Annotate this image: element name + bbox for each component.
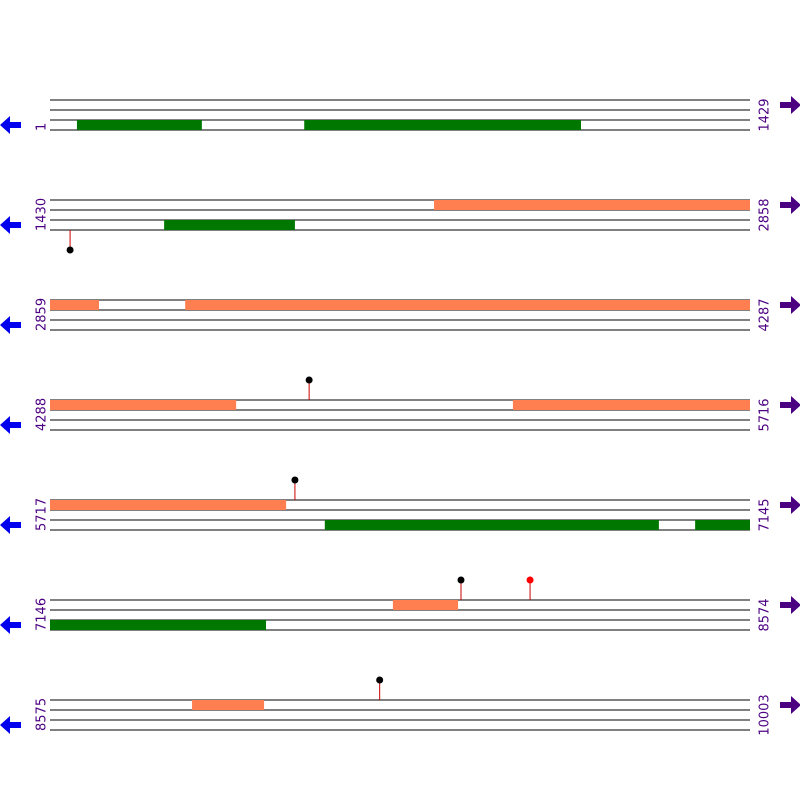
next-arrow[interactable] bbox=[780, 96, 800, 114]
feature bbox=[164, 220, 295, 230]
prev-arrow[interactable] bbox=[0, 716, 21, 734]
feature bbox=[392, 600, 459, 610]
feature bbox=[192, 700, 265, 710]
row-end: 7145 bbox=[758, 498, 773, 531]
site-head bbox=[376, 676, 384, 684]
prev-arrow[interactable] bbox=[0, 116, 21, 134]
row-start: 7146 bbox=[35, 598, 50, 631]
row-start: 8575 bbox=[35, 698, 50, 731]
site-head bbox=[305, 376, 313, 384]
row-start: 2859 bbox=[35, 298, 50, 331]
row-end: 2858 bbox=[758, 198, 773, 231]
row-start: 1430 bbox=[35, 198, 50, 231]
feature bbox=[50, 620, 267, 630]
prev-arrow[interactable] bbox=[0, 216, 21, 234]
prev-arrow[interactable] bbox=[0, 516, 21, 534]
prev-arrow[interactable] bbox=[0, 316, 21, 334]
feature bbox=[512, 400, 750, 410]
site-head bbox=[457, 576, 465, 584]
row-end: 4287 bbox=[758, 298, 773, 331]
feature bbox=[76, 120, 202, 130]
row-end: 1429 bbox=[758, 98, 773, 131]
next-arrow[interactable] bbox=[780, 596, 800, 614]
row-end: 8574 bbox=[758, 598, 773, 631]
feature bbox=[695, 520, 750, 530]
row-start: 1 bbox=[35, 123, 50, 131]
site-head bbox=[526, 576, 534, 584]
next-arrow[interactable] bbox=[780, 296, 800, 314]
row-start: 5717 bbox=[35, 498, 50, 531]
row-start: 4288 bbox=[35, 398, 50, 431]
feature bbox=[304, 120, 582, 130]
next-arrow[interactable] bbox=[780, 396, 800, 414]
next-arrow[interactable] bbox=[780, 696, 800, 714]
row-end: 5716 bbox=[758, 398, 773, 431]
feature bbox=[50, 300, 99, 310]
site-head bbox=[66, 246, 74, 254]
next-arrow[interactable] bbox=[780, 496, 800, 514]
row-end: 10003 bbox=[758, 694, 773, 735]
feature bbox=[50, 400, 237, 410]
next-arrow[interactable] bbox=[780, 196, 800, 214]
feature bbox=[324, 520, 659, 530]
feature bbox=[50, 500, 287, 510]
site-head bbox=[291, 476, 299, 484]
feature bbox=[185, 300, 750, 310]
prev-arrow[interactable] bbox=[0, 416, 21, 434]
feature bbox=[434, 200, 750, 210]
prev-arrow[interactable] bbox=[0, 616, 21, 634]
